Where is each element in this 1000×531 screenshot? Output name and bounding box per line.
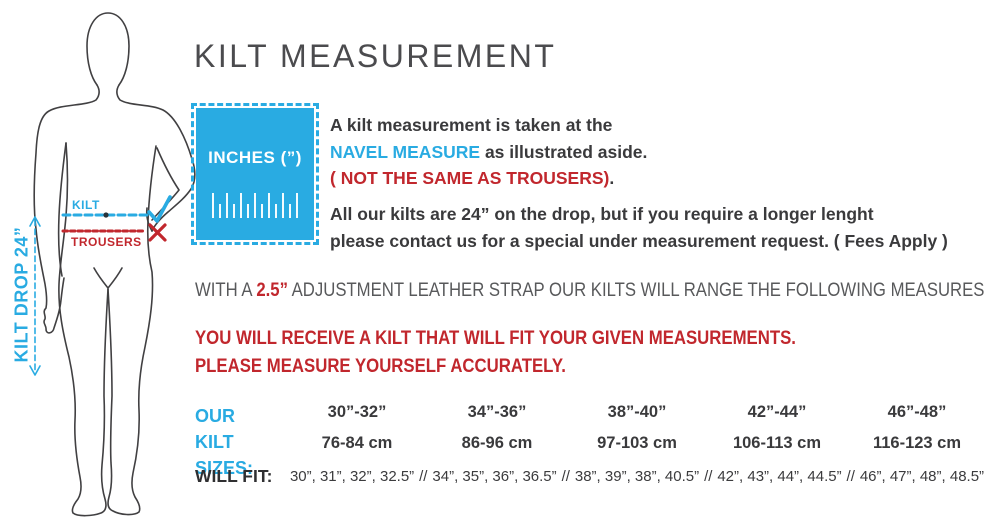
page-title: KILT MEASUREMENT — [194, 38, 557, 74]
will-fit-separator: // — [704, 468, 713, 485]
size-column-1: 30”-32” 76-84 cm — [287, 400, 427, 481]
will-fit-row: WILL FIT: 30”, 31”, 32”, 32.5” // 34”, 3… — [195, 466, 987, 487]
size-cm: 97-103 cm — [597, 434, 677, 452]
size-inches: 46”-48” — [887, 403, 947, 421]
figure-head — [86, 12, 130, 86]
kilt-sizes-label: OUR KILT SIZES: — [195, 406, 254, 478]
body-figure — [29, 12, 196, 517]
figure-belly-line — [93, 267, 123, 289]
figure-left-arm — [33, 84, 100, 334]
x-mark-icon — [148, 223, 167, 242]
will-fit-group-3: 38”, 39”, 38”, 40.5” — [574, 468, 700, 485]
size-cm: 106-113 cm — [732, 434, 822, 452]
fit-warning-line-1: YOU WILL RECEIVE A KILT THAT WILL FIT YO… — [195, 327, 796, 349]
will-fit-label: WILL FIT: — [195, 466, 273, 486]
size-column-3: 38”-40” 97-103 cm — [567, 400, 707, 481]
size-inches: 30”-32” — [327, 403, 387, 421]
inches-box-label: INCHES (”) — [208, 148, 302, 167]
kilt-line-label: KILT — [72, 198, 100, 212]
size-cm: 86-96 cm — [461, 434, 533, 452]
figure-right-arm — [116, 84, 196, 232]
will-fit-group-2: 34”, 35”, 36”, 36.5” — [432, 468, 557, 485]
intro-line-3: ( NOT THE SAME AS TROUSERS). — [330, 168, 615, 188]
size-inches: 38”-40” — [607, 403, 667, 421]
trousers-line-label: TROUSERS — [71, 235, 142, 249]
size-column-2: 34”-36” 86-96 cm — [427, 400, 567, 481]
size-column-5: 46”-48” 116-123 cm — [847, 400, 987, 481]
will-fit-separator: // — [419, 468, 428, 485]
size-column-4: 42”-44” 106-113 cm — [707, 400, 847, 481]
check-icon — [147, 195, 172, 223]
drop-note-paragraph: All our kilts are 24” on the drop, but i… — [330, 201, 948, 254]
not-trousers-warning: ( NOT THE SAME AS TROUSERS) — [330, 168, 610, 188]
navel-dot — [103, 212, 109, 218]
figure-left-leg — [58, 142, 109, 517]
intro-line-1: A kilt measurement is taken at the — [330, 115, 613, 135]
figure-right-leg — [107, 145, 157, 516]
fit-warning-line-2: PLEASE MEASURE YOURSELF ACCURATELY. — [195, 355, 566, 377]
size-cm: 76-84 cm — [321, 434, 393, 452]
strap-note: WITH A 2.5” ADJUSTMENT LEATHER STRAP OUR… — [195, 280, 985, 301]
drop-arrow-up-icon — [29, 216, 41, 227]
inches-measure-box: INCHES (”) — [191, 103, 319, 245]
navel-measure-highlight: NAVEL MEASURE — [330, 141, 481, 162]
drop-note-line-1: All our kilts are 24” on the drop, but i… — [330, 204, 874, 224]
figure-left-inner-arm — [57, 142, 67, 277]
will-fit-separator: // — [561, 468, 570, 485]
kilt-sizes-table: OUR KILT SIZES: 30”-32” 76-84 cm 34”-36”… — [195, 400, 987, 481]
will-fit-group-4: 42”, 43”, 44”, 44.5” — [717, 468, 842, 485]
intro-paragraph: A kilt measurement is taken at the NAVEL… — [330, 112, 647, 192]
size-inches: 42”-44” — [747, 403, 807, 421]
will-fit-group-1: 30”, 31”, 32”, 32.5” — [289, 468, 415, 485]
fit-warning: YOU WILL RECEIVE A KILT THAT WILL FIT YO… — [195, 324, 796, 380]
size-cm: 116-123 cm — [872, 434, 962, 452]
figure-right-inner-arm — [151, 147, 180, 221]
strap-size-highlight: 2.5” — [256, 280, 288, 301]
will-fit-group-5: 46”, 47”, 48”, 48.5” — [859, 468, 985, 485]
size-inches: 34”-36” — [467, 403, 527, 421]
kilt-drop-label: KILT DROP 24” — [11, 226, 32, 363]
drop-note-line-2: please contact us for a special under me… — [330, 230, 948, 251]
ruler-icon — [196, 193, 314, 218]
will-fit-separator: // — [846, 468, 855, 485]
drop-arrow-down-icon — [29, 365, 41, 376]
intro-line-2: NAVEL MEASURE as illustrated aside. — [330, 141, 648, 162]
